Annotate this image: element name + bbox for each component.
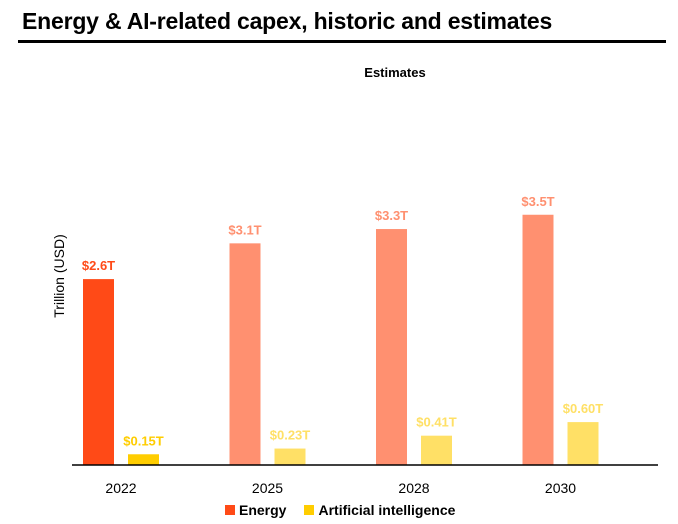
energy-value-label-2028: $3.3T [375, 208, 408, 223]
legend-label-ai: Artificial intelligence [318, 502, 456, 518]
ai-value-label-2028: $0.41T [416, 415, 457, 430]
energy-value-label-2025: $3.1T [228, 222, 261, 237]
x-tick-label-2022: 2022 [105, 480, 136, 496]
legend-item-ai: Artificial intelligence [304, 502, 455, 518]
legend-label-energy: Energy [239, 502, 287, 518]
ai-bar-2025 [274, 448, 306, 465]
energy-bar-2022 [83, 279, 114, 465]
legend: Energy Artificial intelligence [225, 502, 473, 518]
ai-bar-2022 [128, 454, 159, 465]
ai-value-label-2025: $0.23T [270, 428, 311, 443]
estimates-label: Estimates [364, 65, 425, 80]
energy-bar-2030 [522, 214, 554, 465]
x-tick-label-2025: 2025 [252, 480, 283, 496]
x-tick-label-2030: 2030 [545, 480, 576, 496]
energy-value-label-2030: $3.5T [521, 194, 554, 209]
energy-bar-2025 [229, 243, 261, 465]
ai-value-label-2022: $0.15T [123, 433, 164, 448]
energy-bar-2028 [376, 229, 407, 465]
ai-bar-2028 [421, 435, 452, 465]
legend-swatch-energy [225, 505, 235, 515]
ai-value-label-2030: $0.60T [563, 401, 604, 416]
bars-group [83, 214, 599, 465]
ai-bar-2030 [567, 422, 599, 465]
legend-swatch-ai [304, 505, 315, 515]
bar-chart: Estimates Trillion (USD) $2.6T $0.15T $3.1… [51, 65, 658, 496]
legend-item-energy: Energy [225, 502, 286, 518]
bar-labels-group: $2.6T $0.15T $3.1T $0.23T $3.3T $0.41T $3.5T $0… [82, 194, 603, 449]
chart-title: Energy & AI-related capex, historic and … [22, 8, 553, 34]
x-tick-label-2028: 2028 [398, 480, 429, 496]
y-axis-label: Trillion (USD) [51, 234, 67, 317]
x-tick-labels-group: 2022 2025 2028 2030 [105, 480, 576, 496]
title-divider [18, 40, 666, 43]
energy-value-label-2022: $2.6T [82, 258, 115, 273]
